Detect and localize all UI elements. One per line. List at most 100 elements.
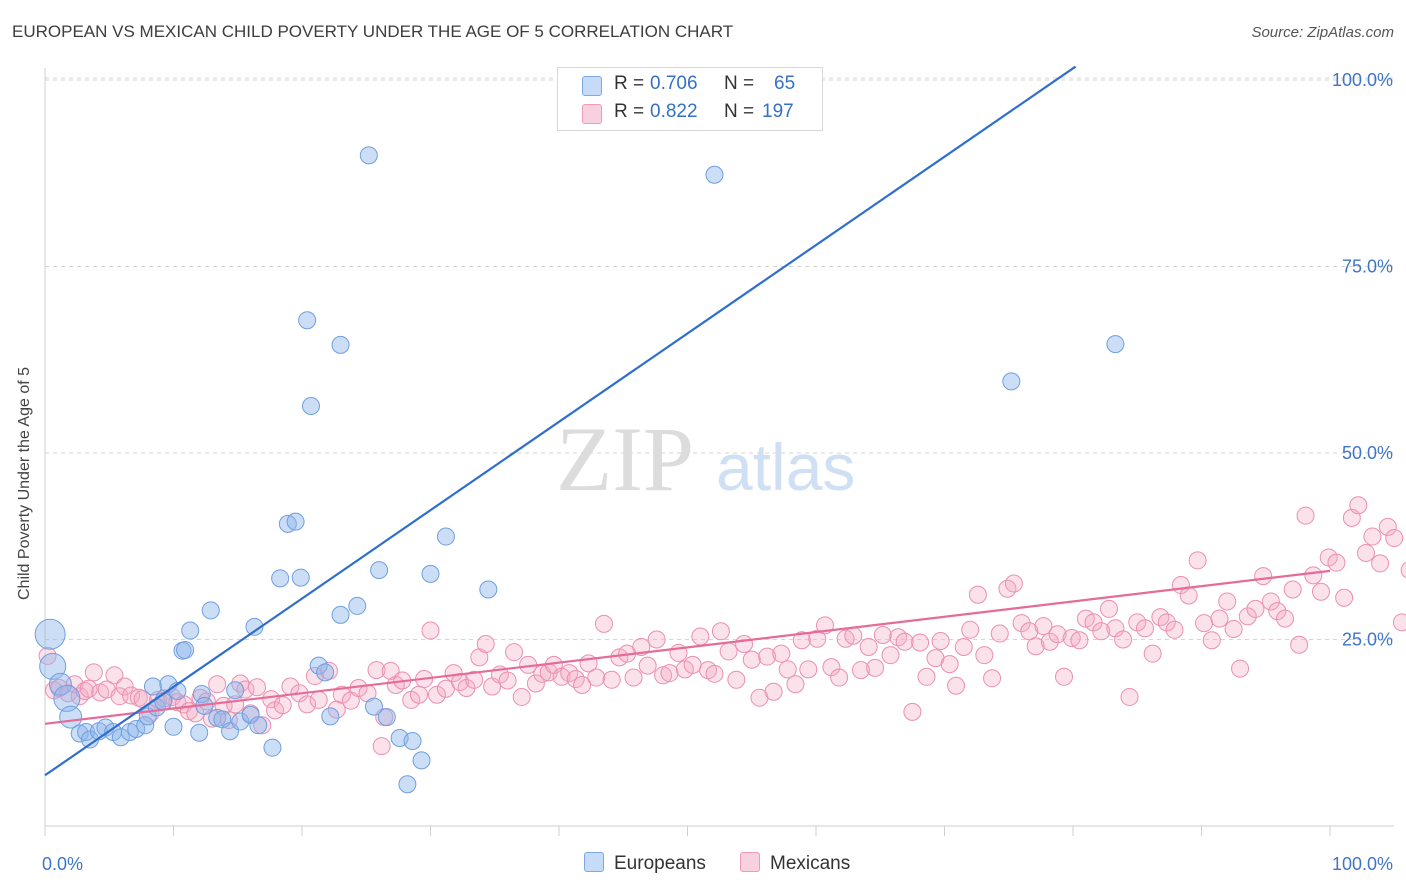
legend-item-europeans[interactable]: Europeans xyxy=(584,852,706,875)
mexicans-point xyxy=(866,658,885,677)
mexicans-point xyxy=(309,690,328,709)
mexicans-point xyxy=(1020,622,1039,641)
mexicans-point xyxy=(115,677,134,696)
mexicans-point xyxy=(931,631,950,650)
legend-label: Mexicans xyxy=(770,853,851,874)
mexicans-point xyxy=(786,675,805,694)
mexicans-point xyxy=(1179,586,1198,605)
mexicans-point xyxy=(624,668,643,687)
europeans-point xyxy=(231,712,250,731)
mexicans-point xyxy=(273,696,292,715)
europeans-point xyxy=(241,705,260,724)
mexicans-point xyxy=(647,630,666,649)
mexicans-point xyxy=(758,647,777,666)
mexicans-point xyxy=(409,685,428,704)
mexicans-point xyxy=(799,660,818,679)
mexicans-point xyxy=(105,666,124,685)
mexicans-point xyxy=(573,676,592,695)
r-value: 0.706 xyxy=(650,73,698,94)
n-label: N = xyxy=(724,101,755,122)
europeans-point xyxy=(421,564,440,583)
europeans-point xyxy=(1106,335,1125,354)
correlation-legend: R = 0.706 N = 65 R = 0.822 N = 197 xyxy=(557,67,823,131)
mexicans-point xyxy=(873,626,892,645)
europeans-point xyxy=(298,311,317,330)
axes xyxy=(44,68,1394,836)
mexicans-point xyxy=(298,695,317,714)
mexicans-point xyxy=(940,655,959,674)
europeans-point xyxy=(48,672,72,696)
mexicans-point xyxy=(1371,554,1390,573)
mexicans-point xyxy=(372,737,391,756)
r-label: R = xyxy=(614,73,645,94)
mexicans-point xyxy=(253,716,272,735)
europeans-swatch xyxy=(582,76,602,96)
mexicans-point xyxy=(917,667,936,686)
mexicans-point xyxy=(1034,617,1053,636)
mexicans-point xyxy=(1400,561,1406,579)
mexicans-point xyxy=(38,646,57,665)
mexicans-point xyxy=(778,660,797,679)
europeans-point xyxy=(1002,372,1021,391)
mexicans-point xyxy=(208,675,227,694)
watermark: ZIP atlas xyxy=(556,408,855,510)
europeans-point xyxy=(412,751,431,770)
mexicans-point xyxy=(859,637,878,656)
mexicans-point xyxy=(719,642,738,661)
mexicans-point xyxy=(594,614,613,633)
europeans-point xyxy=(370,561,389,580)
mexicans-point xyxy=(961,620,980,639)
mexicans-point xyxy=(638,656,657,675)
y-tick-label: 25.0% xyxy=(1342,630,1393,650)
mexicans-point xyxy=(262,690,281,709)
mexicans-point xyxy=(1276,609,1295,628)
europeans-point xyxy=(377,708,396,727)
europeans-swatch xyxy=(584,852,604,872)
tick-labels: 25.0% 50.0% 75.0% 100.0% 0.0% 100.0% xyxy=(42,70,1393,874)
mexicans-point xyxy=(1327,553,1346,572)
legend-item-mexicans[interactable]: Mexicans xyxy=(740,852,850,875)
mexicans-point xyxy=(1210,609,1229,628)
mexicans-point xyxy=(772,644,791,663)
mexicans-point xyxy=(498,671,517,690)
mexicans-point xyxy=(895,632,914,651)
mexicans-point xyxy=(1246,599,1265,618)
legend-label: Europeans xyxy=(614,853,706,874)
mexicans-point xyxy=(844,626,863,645)
mexicans-point xyxy=(1268,602,1287,621)
europeans-point xyxy=(226,681,245,700)
watermark-zip: ZIP xyxy=(556,408,694,510)
mexicans-point xyxy=(1224,620,1243,639)
y-tick-label: 75.0% xyxy=(1342,257,1393,277)
mexicans-point xyxy=(1312,582,1331,601)
europeans-point xyxy=(190,723,209,742)
europeans-trend-line xyxy=(44,65,1077,777)
mexicans-point xyxy=(1378,517,1397,536)
europeans-point xyxy=(176,640,195,659)
mexicans-point xyxy=(881,646,900,665)
europeans-point xyxy=(479,580,498,599)
mexicans-point xyxy=(1055,667,1074,686)
mexicans-point xyxy=(1070,631,1089,650)
europeans-point xyxy=(364,697,383,716)
europeans-point xyxy=(331,335,350,354)
mexicans-point xyxy=(465,670,484,689)
r-value: 0.822 xyxy=(650,101,698,122)
mexicans-point xyxy=(1238,607,1257,626)
europeans-point xyxy=(154,692,173,711)
mexicans-point xyxy=(742,650,761,669)
mexicans-point xyxy=(903,702,922,721)
mexicans-point xyxy=(1335,588,1354,607)
mexicans-point xyxy=(975,646,994,665)
mexicans-point xyxy=(1283,580,1302,599)
mexicans-point xyxy=(512,687,531,706)
mexicans-point xyxy=(236,680,255,699)
source-note: Source: ZipAtlas.com xyxy=(1251,24,1394,41)
mexicans-point xyxy=(332,685,351,704)
series-legend: Europeans Mexicans xyxy=(0,852,1406,878)
mexicans-point xyxy=(1143,644,1162,663)
mexicans-point xyxy=(587,668,606,687)
n-label: N = xyxy=(724,73,755,94)
mexicans-point xyxy=(660,664,679,683)
